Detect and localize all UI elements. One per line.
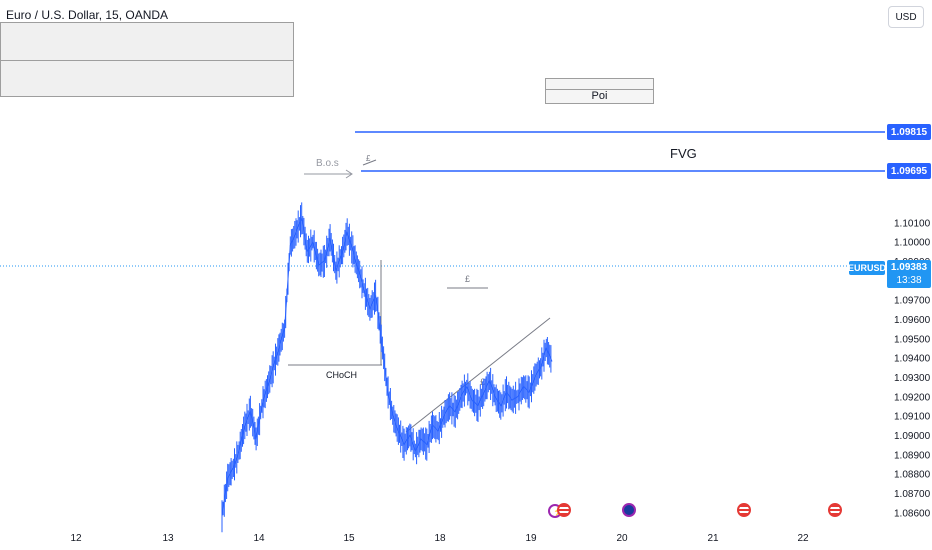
x-tick-label: 21 <box>707 533 719 544</box>
last-price-tag: 1.09383 13:38 <box>887 260 931 288</box>
y-tick-label: 1.10100 <box>894 218 931 229</box>
y-tick-label: 1.09700 <box>894 296 931 307</box>
x-tick-label: 15 <box>343 533 355 544</box>
eu-flag-icon[interactable] <box>622 503 636 517</box>
y-tick-label: 1.09600 <box>894 315 931 326</box>
currency-button[interactable]: USD <box>888 6 924 28</box>
liquidity-tick <box>362 159 377 166</box>
time-axis: 12 13 14 15 18 19 20 21 22 <box>70 533 809 544</box>
poi-box[interactable]: Poi <box>545 78 654 104</box>
poi-divider <box>546 89 653 90</box>
y-tick-label: 1.09300 <box>894 373 931 384</box>
upper-level-tag: 1.09815 <box>887 124 931 140</box>
symbol-tag: EURUSD <box>848 261 887 275</box>
usa-flag-icon[interactable] <box>828 503 842 517</box>
y-tick-label: 1.08600 <box>894 508 931 519</box>
symbol-title[interactable]: Euro / U.S. Dollar, 15, OANDA <box>6 8 169 22</box>
liquidity-mark-1: £ <box>465 274 470 284</box>
trendline[interactable] <box>405 317 551 433</box>
info-panel-box[interactable] <box>0 22 294 97</box>
y-tick-label: 1.09100 <box>894 412 931 423</box>
y-tick-label: 1.08700 <box>894 489 931 500</box>
x-tick-label: 12 <box>70 533 82 544</box>
bos-arrow-head <box>345 169 353 179</box>
y-tick-label: 1.09500 <box>894 334 931 345</box>
price-path <box>221 216 553 517</box>
bos-label: B.o.s <box>316 158 339 169</box>
last-price-value: 1.09383 <box>890 262 928 273</box>
x-tick-label: 20 <box>616 533 628 544</box>
choch-label: CHoCH <box>326 370 357 380</box>
y-tick-label: 1.10000 <box>894 238 931 249</box>
y-tick-label: 1.09200 <box>894 392 931 403</box>
y-tick-label: 1.09400 <box>894 354 931 365</box>
x-tick-label: 18 <box>434 533 446 544</box>
lower-level-tag: 1.09695 <box>887 163 931 179</box>
x-tick-label: 22 <box>797 533 809 544</box>
usa-flag-icon[interactable] <box>557 503 571 517</box>
info-panel-divider <box>1 60 293 61</box>
x-tick-label: 14 <box>253 533 265 544</box>
y-tick-label: 1.09000 <box>894 431 931 442</box>
poi-label: Poi <box>591 90 608 102</box>
x-tick-label: 19 <box>525 533 537 544</box>
usa-flag-icon[interactable] <box>737 503 751 517</box>
fvg-label: FVG <box>670 146 697 161</box>
liquidity-mark-3: £ <box>366 154 371 163</box>
countdown: 13:38 <box>896 275 922 286</box>
y-tick-label: 1.08800 <box>894 470 931 481</box>
y-tick-label: 1.08900 <box>894 450 931 461</box>
candles <box>221 202 553 533</box>
x-tick-label: 13 <box>162 533 174 544</box>
